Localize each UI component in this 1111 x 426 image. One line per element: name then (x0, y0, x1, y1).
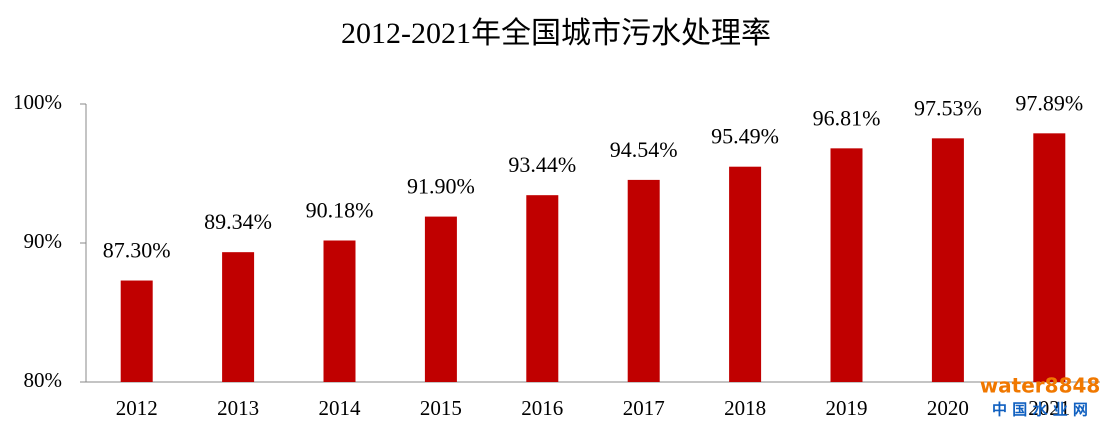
value-label: 97.89% (1015, 90, 1083, 115)
bar (931, 138, 964, 382)
x-tick-label: 2020 (927, 396, 969, 420)
bar (1033, 133, 1066, 382)
x-tick-label: 2021 (1028, 396, 1070, 420)
bar (222, 252, 255, 382)
y-tick-label: 100% (13, 90, 62, 114)
bar (526, 195, 559, 382)
bar (120, 280, 153, 382)
y-tick-label: 90% (24, 229, 63, 253)
y-tick-label: 80% (24, 368, 63, 392)
value-label: 97.53% (914, 95, 982, 120)
x-tick-label: 2017 (623, 396, 665, 420)
value-label: 96.81% (813, 105, 881, 130)
value-label: 90.18% (306, 198, 374, 223)
x-tick-label: 2014 (319, 396, 362, 420)
bar (323, 240, 356, 382)
x-tick-label: 2013 (217, 396, 259, 420)
watermark-site: water8848 (980, 374, 1101, 398)
bar (830, 148, 863, 382)
value-label: 87.30% (103, 238, 171, 263)
watermark-name: 中 国 水 业 网 (992, 401, 1088, 419)
chart-title: 2012-2021年全国城市污水处理率 (341, 17, 771, 50)
value-label: 95.49% (711, 124, 779, 149)
value-label: 94.54% (610, 137, 678, 162)
bar (729, 166, 762, 382)
value-label: 93.44% (508, 152, 576, 177)
x-tick-label: 2018 (724, 396, 766, 420)
bar (627, 179, 660, 382)
x-tick-label: 2012 (116, 396, 158, 420)
value-label: 91.90% (407, 174, 475, 199)
bar (424, 216, 457, 382)
x-tick-label: 2015 (420, 396, 462, 420)
x-tick-label: 2016 (521, 396, 563, 420)
x-tick-label: 2019 (826, 396, 868, 420)
value-label: 89.34% (204, 209, 272, 234)
